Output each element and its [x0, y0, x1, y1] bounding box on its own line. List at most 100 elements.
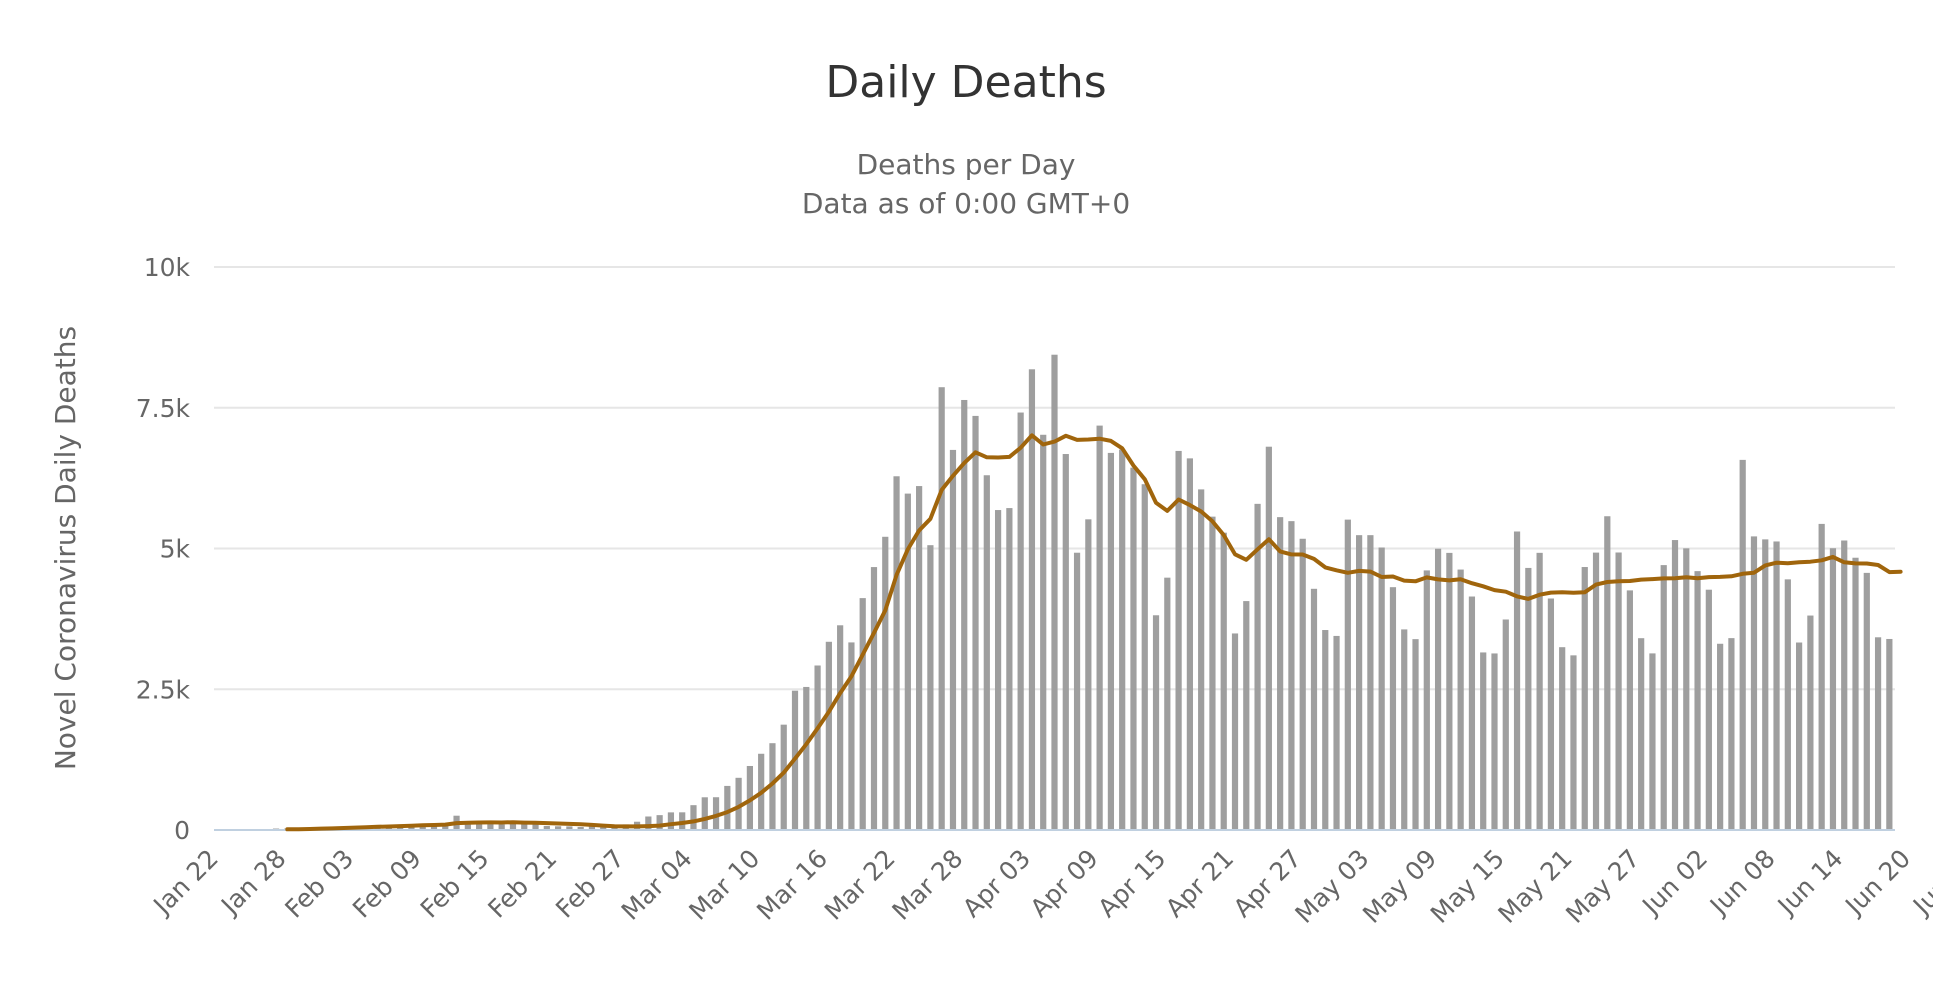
bar	[656, 815, 663, 830]
bar	[1457, 569, 1464, 830]
bar	[487, 824, 494, 830]
bar	[1829, 548, 1837, 830]
bar	[1096, 425, 1103, 830]
chart-subtitle-line-2: Data as of 0:00 GMT+0	[802, 187, 1130, 220]
bar	[1401, 629, 1408, 830]
bar	[1739, 459, 1746, 830]
x-tick-label: Feb 09	[347, 844, 427, 924]
bar-series	[216, 354, 1893, 830]
bar	[1220, 532, 1227, 830]
bar	[916, 486, 923, 830]
x-tick-label: May 15	[1425, 844, 1510, 929]
bar	[870, 567, 878, 830]
bar	[1649, 653, 1656, 830]
bar	[1863, 572, 1870, 830]
y-tick-label: 2.5k	[136, 675, 191, 704]
bar	[1626, 590, 1633, 830]
bar	[904, 493, 911, 830]
bar	[600, 826, 607, 830]
bar	[1310, 588, 1318, 830]
x-tick-label: Jun 26	[1906, 844, 1933, 922]
x-tick-label: Mar 22	[819, 844, 901, 926]
bar	[1446, 552, 1453, 830]
bar	[1694, 571, 1701, 830]
bar	[972, 415, 979, 830]
x-tick-label: Jun 14	[1771, 844, 1849, 922]
bar	[1592, 552, 1600, 830]
x-tick-label: May 09	[1357, 844, 1442, 929]
bar	[1141, 484, 1148, 830]
y-tick-label: 7.5k	[136, 394, 191, 423]
bar	[949, 449, 957, 830]
bar	[1852, 557, 1859, 830]
bar	[882, 536, 889, 830]
bar	[848, 642, 855, 830]
y-tick-label: 0	[174, 816, 190, 845]
bar	[803, 686, 810, 830]
x-tick-label: Mar 16	[751, 844, 833, 926]
bar	[1717, 643, 1724, 830]
x-tick-label: Feb 21	[482, 844, 562, 924]
x-tick-label: May 21	[1493, 844, 1578, 929]
bar	[1412, 639, 1419, 830]
bar	[1028, 369, 1036, 830]
x-tick-label: Jan 28	[214, 844, 291, 921]
bar	[712, 797, 720, 830]
bar	[1874, 637, 1882, 830]
bar	[1367, 535, 1374, 830]
bar	[837, 625, 844, 830]
bar	[1638, 638, 1645, 830]
x-tick-label: Mar 28	[887, 844, 969, 926]
bar	[1288, 521, 1295, 830]
bar	[1344, 519, 1351, 830]
y-tick-label: 10k	[144, 253, 191, 282]
bar	[1130, 467, 1137, 830]
bar	[1807, 615, 1814, 830]
bar	[1468, 596, 1476, 830]
bar	[927, 545, 934, 830]
bar	[1006, 508, 1013, 830]
bar	[1152, 615, 1160, 830]
bar	[983, 475, 990, 830]
bar	[476, 822, 483, 830]
bar	[1299, 538, 1306, 830]
x-tick-label: Apr 21	[1160, 844, 1239, 923]
bar	[667, 812, 675, 830]
bar	[769, 743, 776, 830]
bar	[521, 823, 528, 830]
bar	[735, 777, 742, 830]
series-line	[285, 433, 1903, 832]
x-tick-label: Jun 02	[1635, 844, 1713, 922]
bar	[1570, 655, 1577, 830]
bar	[1615, 552, 1622, 830]
y-tick-label: 5k	[160, 535, 191, 564]
bar	[701, 797, 708, 830]
bar	[1389, 587, 1397, 830]
bar	[1513, 531, 1521, 830]
x-tick-label: Mar 10	[683, 844, 765, 926]
bar	[1277, 517, 1284, 830]
moving-average-series	[285, 433, 1903, 832]
x-tick-label: Feb 27	[550, 844, 630, 924]
x-tick-label: Jun 20	[1839, 844, 1917, 922]
bar	[780, 724, 787, 830]
x-tick-label: Feb 15	[415, 844, 495, 924]
bar	[1164, 577, 1171, 830]
bar	[543, 826, 550, 830]
bar	[1231, 633, 1239, 830]
bar	[1265, 446, 1272, 830]
y-tick-labels: 0 2.5k 5k 7.5k 10k	[136, 253, 191, 845]
bar	[1525, 567, 1532, 830]
bar	[893, 476, 900, 830]
bar	[814, 665, 821, 830]
bar	[442, 824, 449, 830]
bar	[1073, 552, 1081, 830]
bar	[1671, 540, 1679, 830]
bar	[1784, 579, 1791, 830]
bar	[1423, 570, 1430, 830]
bar	[938, 387, 945, 830]
bar	[1796, 642, 1803, 830]
bar	[1841, 540, 1848, 830]
